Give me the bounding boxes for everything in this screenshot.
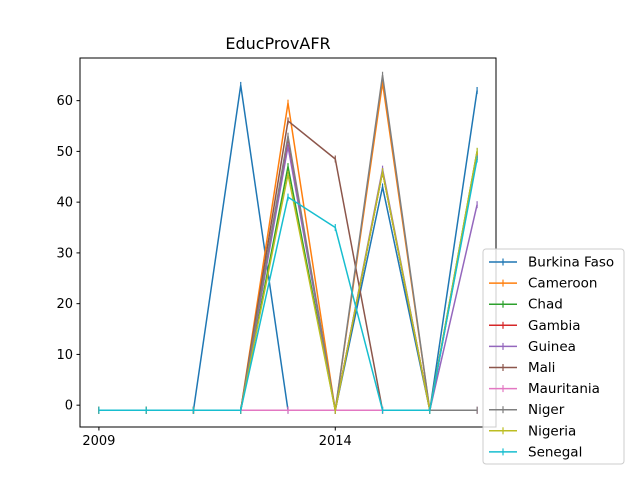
y-tick-label: 60 — [56, 94, 73, 109]
y-tick-label: 30 — [56, 246, 73, 261]
x-axis: 2009 2014 — [82, 427, 352, 449]
legend-label: Chad — [528, 297, 563, 313]
legend-item: Guinea — [489, 339, 576, 355]
legend-label: Burkina Faso — [528, 255, 614, 271]
legend-item: Mauritania — [489, 381, 600, 397]
series-senegal — [98, 155, 478, 414]
legend-label: Mauritania — [528, 381, 600, 397]
legend-item: Cameroon — [489, 276, 597, 292]
plot-frame — [79, 57, 497, 428]
series-layer — [98, 71, 478, 414]
y-tick-label: 0 — [65, 399, 73, 414]
legend: Burkina Faso Cameroon Chad Gambia Guinea Mali… — [482, 248, 625, 465]
legend-item: Niger — [489, 402, 565, 418]
legend-item: Burkina Faso — [489, 255, 614, 271]
y-axis: 0 10 20 30 40 50 60 — [56, 94, 80, 414]
legend-label: Senegal — [528, 444, 582, 460]
y-tick-label: 40 — [56, 196, 73, 211]
legend-label: Nigeria — [528, 423, 576, 439]
legend-label: Cameroon — [528, 276, 597, 292]
chart-title: EducProvAFR — [225, 34, 330, 53]
legend-item: Nigeria — [489, 423, 576, 439]
y-tick-label: 50 — [56, 145, 73, 160]
legend-item: Gambia — [489, 318, 580, 334]
legend-label: Mali — [528, 360, 555, 376]
legend-label: Guinea — [528, 339, 576, 355]
x-tick-label: 2009 — [82, 434, 115, 449]
legend-label: Niger — [528, 402, 565, 418]
legend-item: Mali — [489, 360, 555, 376]
legend-item: Chad — [489, 297, 563, 313]
legend-item: Senegal — [489, 444, 582, 460]
y-tick-label: 20 — [56, 297, 73, 312]
x-tick-label: 2014 — [319, 434, 352, 449]
y-tick-label: 10 — [56, 348, 73, 363]
legend-label: Gambia — [528, 318, 580, 334]
legend-box — [482, 248, 625, 465]
